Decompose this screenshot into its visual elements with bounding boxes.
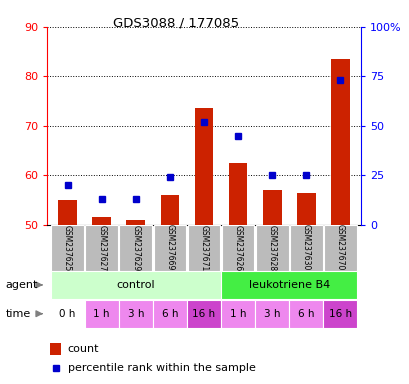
Text: GSM237625: GSM237625: [63, 225, 72, 271]
Text: GSM237627: GSM237627: [97, 225, 106, 271]
Bar: [228, 163, 247, 225]
Text: 16 h: 16 h: [192, 309, 215, 319]
Bar: [289, 225, 322, 271]
Text: 3 h: 3 h: [263, 309, 280, 319]
Bar: [50, 271, 220, 299]
Text: 6 h: 6 h: [161, 309, 178, 319]
Text: time: time: [5, 309, 31, 319]
Bar: [221, 225, 254, 271]
Bar: [187, 300, 220, 328]
Bar: [50, 300, 84, 328]
Text: GSM237626: GSM237626: [233, 225, 242, 271]
Bar: [296, 192, 315, 225]
Bar: [187, 225, 220, 271]
Text: 1 h: 1 h: [93, 309, 110, 319]
Bar: [160, 195, 179, 225]
Text: 3 h: 3 h: [127, 309, 144, 319]
Bar: [85, 225, 118, 271]
Bar: [50, 343, 61, 355]
Text: 1 h: 1 h: [229, 309, 246, 319]
Text: control: control: [116, 280, 155, 290]
Bar: [288, 300, 323, 328]
Text: 0 h: 0 h: [59, 309, 76, 319]
Text: 6 h: 6 h: [297, 309, 314, 319]
Text: GSM237629: GSM237629: [131, 225, 140, 271]
Text: GSM237630: GSM237630: [301, 225, 310, 271]
Text: percentile rank within the sample: percentile rank within the sample: [67, 363, 255, 373]
Bar: [119, 225, 152, 271]
Text: GSM237628: GSM237628: [267, 225, 276, 271]
Bar: [220, 300, 254, 328]
Text: GDS3088 / 177085: GDS3088 / 177085: [113, 16, 239, 29]
Text: leukotriene B4: leukotriene B4: [248, 280, 329, 290]
Text: GSM237669: GSM237669: [165, 225, 174, 271]
Text: count: count: [67, 344, 99, 354]
Bar: [220, 271, 357, 299]
Bar: [92, 217, 111, 225]
Text: GSM237670: GSM237670: [335, 225, 344, 271]
Bar: [153, 300, 187, 328]
Bar: [262, 190, 281, 225]
Bar: [84, 300, 119, 328]
Bar: [330, 59, 349, 225]
Text: 16 h: 16 h: [328, 309, 351, 319]
Bar: [51, 225, 84, 271]
Bar: [254, 300, 288, 328]
Bar: [255, 225, 288, 271]
Bar: [153, 225, 186, 271]
Bar: [323, 225, 356, 271]
Bar: [194, 108, 213, 225]
Bar: [323, 300, 357, 328]
Text: GSM237671: GSM237671: [199, 225, 208, 271]
Bar: [126, 220, 145, 225]
Bar: [58, 200, 77, 225]
Bar: [119, 300, 153, 328]
Text: agent: agent: [5, 280, 38, 290]
